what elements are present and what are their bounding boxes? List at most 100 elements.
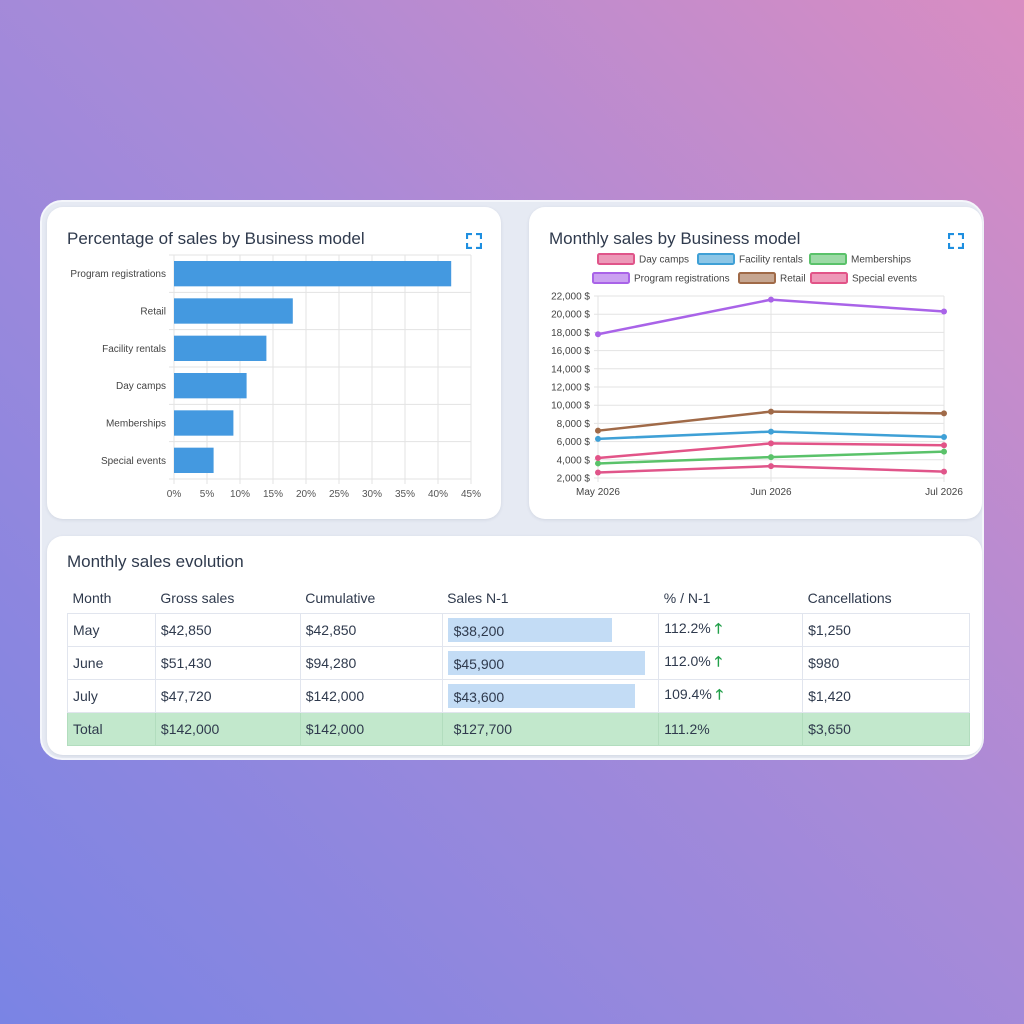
tick-label: 40% xyxy=(428,489,448,500)
sales-by-model-card: Percentage of sales by Business model 0%… xyxy=(47,207,501,519)
bar xyxy=(174,298,293,324)
legend-label: Memberships xyxy=(851,255,911,266)
data-point xyxy=(941,448,947,455)
tick-label: May 2026 xyxy=(576,487,620,498)
gross-sales-cell: $51,430 xyxy=(154,646,301,680)
data-point xyxy=(941,434,947,441)
cumulative-cell: $142,000 xyxy=(299,679,443,713)
total-gross-cell: $142,000 xyxy=(154,712,301,746)
legend-label: Facility rentals xyxy=(739,255,803,266)
column-header[interactable]: Gross sales xyxy=(160,589,235,606)
data-point xyxy=(941,410,947,417)
column-header[interactable]: Cumulative xyxy=(305,589,376,606)
sales-evolution-card: Monthly sales evolution Month Gross sale… xyxy=(47,536,982,755)
category-label: Retail xyxy=(140,307,166,318)
category-label: Program registrations xyxy=(70,269,166,280)
bar xyxy=(174,261,452,287)
card-title: Percentage of sales by Business model xyxy=(67,229,365,248)
tick-label: 18,000 $ xyxy=(551,328,590,339)
legend-label: Program registrations xyxy=(634,274,730,285)
total-pct-cell: 111.2% xyxy=(658,712,804,746)
tick-label: 10% xyxy=(230,489,250,500)
data-point xyxy=(595,435,601,442)
legend-label: Retail xyxy=(780,274,806,285)
cancellations-cell: $1,250 xyxy=(802,613,970,647)
data-point xyxy=(768,296,774,303)
category-label: Day camps xyxy=(116,381,166,392)
category-label: Memberships xyxy=(106,419,166,430)
tick-label: 22,000 $ xyxy=(551,292,590,303)
total-label: Total xyxy=(67,712,156,746)
arrow-up-icon: 🡑 xyxy=(714,653,723,669)
sales-n1-cell: $45,900 xyxy=(441,646,660,680)
data-point xyxy=(941,442,947,449)
data-point xyxy=(768,428,774,435)
legend-swatch xyxy=(809,253,847,265)
data-point xyxy=(768,408,774,415)
total-row: Total $142,000 $142,000 $127,700 111.2% … xyxy=(67,712,970,746)
pct-value: 109.4% xyxy=(664,686,712,702)
legend-swatch xyxy=(738,272,776,284)
data-point xyxy=(595,454,601,461)
column-header[interactable]: Sales N-1 xyxy=(447,589,509,606)
column-header[interactable]: Month xyxy=(72,589,112,606)
table-row: July $47,720 $142,000 $43,600 109.4% 🡑 $1… xyxy=(67,679,970,713)
data-point xyxy=(595,331,601,338)
data-point xyxy=(768,440,774,447)
table-row: May $42,850 $42,850 $38,200 112.2% 🡑 $1,2… xyxy=(67,613,970,647)
tick-label: 2,000 $ xyxy=(557,474,591,485)
data-point xyxy=(595,427,601,434)
arrow-up-icon: 🡑 xyxy=(714,620,723,636)
card-title: Monthly sales by Business model xyxy=(549,229,801,248)
category-label: Facility rentals xyxy=(102,344,166,355)
pct-n1-cell: 112.2% 🡑 xyxy=(658,613,804,647)
month-cell: June xyxy=(67,646,156,680)
month-cell: July xyxy=(67,679,156,713)
cumulative-cell: $94,280 xyxy=(299,646,443,680)
legend-label: Special events xyxy=(852,274,917,285)
bar xyxy=(174,410,234,436)
legend-swatch xyxy=(697,253,735,265)
tick-label: 25% xyxy=(329,489,349,500)
column-header[interactable]: % / N-1 xyxy=(663,589,711,606)
tick-label: 20,000 $ xyxy=(551,310,590,321)
data-point xyxy=(941,308,947,315)
pct-value: 112.0% xyxy=(664,653,711,669)
bar xyxy=(174,335,267,361)
total-cancellations-cell: $3,650 xyxy=(802,712,970,746)
data-point xyxy=(595,460,601,467)
tick-label: 20% xyxy=(296,489,316,500)
cancellations-cell: $980 xyxy=(802,646,970,680)
legend-swatch xyxy=(810,272,848,284)
tick-label: Jul 2026 xyxy=(925,487,963,498)
tick-label: 6,000 $ xyxy=(557,437,591,448)
arrow-up-icon: 🡑 xyxy=(715,686,724,702)
bar xyxy=(174,447,214,473)
bar-chart: 0% 5% 10% 15% 20% 25% 30% 35% 40% 45% Program regi… xyxy=(70,254,481,500)
total-cumulative-cell: $142,000 xyxy=(299,712,443,746)
tick-label: 10,000 $ xyxy=(551,401,590,412)
gross-sales-cell: $47,720 xyxy=(154,679,301,713)
tick-label: 35% xyxy=(395,489,415,500)
bar xyxy=(174,373,247,399)
tick-label: 14,000 $ xyxy=(551,364,590,375)
month-cell: May xyxy=(67,613,156,647)
tick-label: 0% xyxy=(167,489,182,500)
table-header-row: Month Gross sales Cumulative Sales N-1 %… xyxy=(68,582,970,614)
expand-icon[interactable] xyxy=(466,233,482,249)
tick-label: 8,000 $ xyxy=(557,419,591,430)
sales-n1-bar: $43,600 xyxy=(447,684,635,708)
column-header[interactable]: Cancellations xyxy=(807,589,892,606)
total-n1-cell: $127,700 xyxy=(441,712,660,746)
legend-swatch xyxy=(597,253,635,265)
pct-n1-cell: 109.4% 🡑 xyxy=(658,679,804,713)
tick-label: 12,000 $ xyxy=(551,383,590,394)
tick-label: Jun 2026 xyxy=(750,487,792,498)
tick-label: 30% xyxy=(362,489,382,500)
pct-n1-cell: 112.0% 🡑 xyxy=(658,646,804,680)
expand-icon[interactable] xyxy=(948,233,964,249)
legend-label: Day camps xyxy=(639,255,689,266)
line-chart: 2,000 $ 4,000 $ 6,000 $ 8,000 $ 10,000 $ 12,0… xyxy=(551,253,963,498)
dashboard-frame: Percentage of sales by Business model 0%… xyxy=(40,200,984,760)
tick-label: 5% xyxy=(200,489,215,500)
